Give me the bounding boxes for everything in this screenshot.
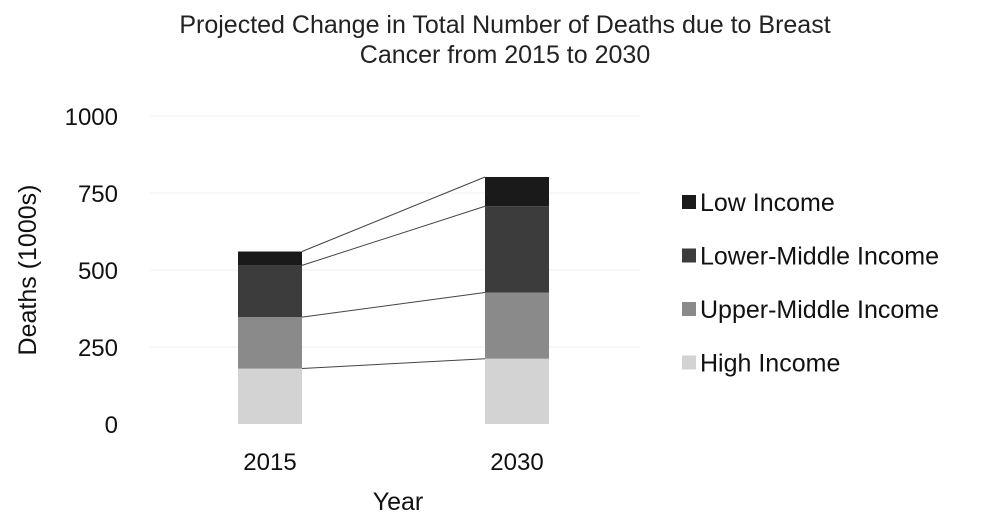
bar-segment [238,265,302,318]
chart-title: Projected Change in Total Number of Deat… [0,10,989,70]
y-tick-label: 1000 [65,104,118,131]
legend-label: Lower-Middle Income [700,243,939,271]
y-tick-label: 500 [78,258,118,285]
gridlines [150,115,640,348]
legend-swatch [682,355,696,370]
x-tick-label: 2030 [490,449,543,476]
legend-label: Low Income [700,189,835,217]
y-tick-label: 250 [78,335,118,362]
connector-line [301,205,486,266]
bar-segment [485,358,549,424]
legend-swatch [682,302,696,316]
legend: Low Income Lower-Middle Income Upper-Middl… [682,189,939,378]
x-tick-label: 2015 [243,449,296,476]
bar-segment [485,206,549,293]
y-axis-ticks: 0 250 500 750 1000 [65,104,118,439]
x-axis-ticks: 2015 2030 [243,449,543,476]
chart-title-line-1: Projected Change in Total Number of Deat… [179,11,831,39]
y-tick-label: 750 [78,181,118,208]
y-tick-label: 0 [105,412,118,439]
bar-segment [485,176,549,207]
connector-line [301,176,486,252]
y-axis-title: Deaths (1000s) [14,185,42,356]
connector-line [301,291,486,318]
bar-segment [238,251,302,266]
x-axis-title: Year [373,488,424,515]
bar-segment [238,317,302,369]
connector-line [301,358,486,370]
bar-stacks [238,176,549,424]
bar-segment [485,292,549,359]
chart-title-line-2: Cancer from 2015 to 2030 [359,41,651,69]
legend-label: Upper-Middle Income [700,296,939,324]
connector-lines [301,176,486,370]
legend-swatch [682,248,696,263]
legend-swatch [682,195,696,209]
bar-segment [238,368,302,424]
legend-label: High Income [700,350,840,378]
